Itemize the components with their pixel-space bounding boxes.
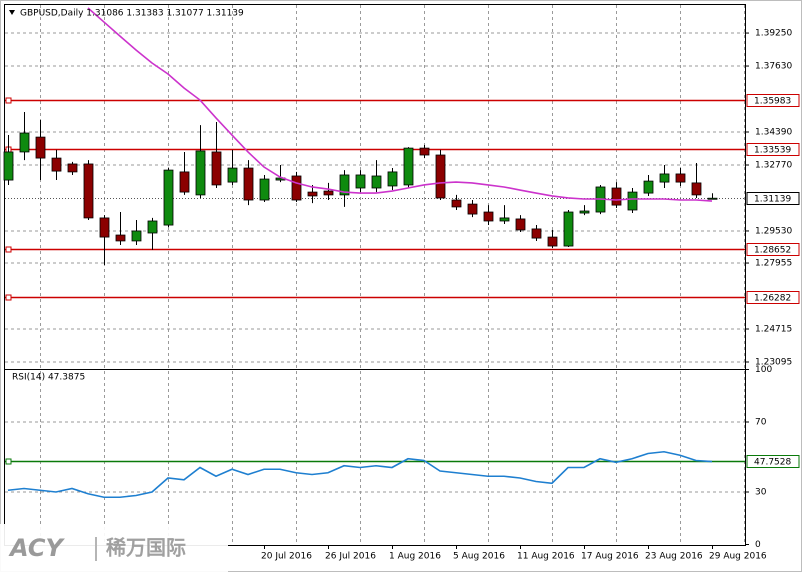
logo-brand: ACY — [8, 534, 65, 562]
candle-body — [371, 175, 382, 189]
x-tick-label: 20 Jul 2016 — [261, 552, 312, 562]
candle-body — [483, 211, 494, 222]
candle-body — [3, 151, 14, 181]
candle-body — [355, 174, 366, 189]
y-tick-label: 0 — [755, 540, 761, 550]
y-tick-label: 1.29530 — [755, 226, 792, 236]
candle-body — [291, 175, 302, 201]
candle-body — [403, 147, 414, 186]
candle-body — [659, 173, 670, 183]
candle-body — [563, 211, 574, 247]
level-label: 1.31139 — [754, 195, 791, 205]
level-label: 1.28652 — [754, 246, 791, 256]
x-tick-label: 23 Aug 2016 — [645, 552, 703, 562]
vertical-grid — [40, 5, 745, 545]
level-label: 1.26282 — [754, 294, 791, 304]
candle-body — [435, 154, 446, 199]
x-tick-label: 26 Jul 2016 — [325, 552, 376, 562]
level-label-box — [746, 94, 800, 107]
level-label-box — [746, 455, 800, 468]
candle-body — [627, 191, 638, 211]
y-tick-label: 30 — [755, 488, 767, 498]
candle-body — [99, 217, 110, 238]
candle-body — [387, 171, 398, 187]
candle-body — [451, 199, 462, 208]
y-tick-label: 1.39250 — [755, 29, 792, 39]
y-tick-label: 1.24715 — [755, 325, 792, 335]
plot-border — [4, 4, 746, 546]
rsi-title: RSI(14) 47.3875 — [12, 373, 85, 383]
y-tick-label: 1.23095 — [755, 357, 792, 367]
candle-body — [499, 217, 510, 222]
candle-body — [675, 173, 686, 183]
y-tick-label: 1.32770 — [755, 160, 792, 170]
rsi-line — [7, 450, 713, 499]
level-handle — [5, 294, 12, 301]
level-handle — [5, 458, 12, 465]
candle-body — [515, 218, 526, 231]
candle-body — [35, 136, 46, 159]
level-label: 1.35983 — [754, 97, 791, 107]
plot-area — [5, 450, 745, 499]
candle-body — [51, 157, 62, 172]
candle-body — [243, 167, 254, 201]
candle-body — [211, 151, 222, 186]
level-label: 1.33539 — [754, 146, 791, 156]
candle-body — [67, 163, 78, 173]
candle-body — [259, 178, 270, 201]
candle-body — [691, 182, 702, 196]
candle-body — [115, 234, 126, 242]
symbol-icon — [9, 10, 15, 15]
candle-body — [227, 167, 238, 183]
candle-body — [611, 187, 622, 206]
chart-title: GBPUSD,Daily 1.31086 1.31383 1.31077 1.3… — [20, 9, 244, 19]
candle-body — [643, 180, 654, 194]
x-tick-label: 17 Aug 2016 — [581, 552, 639, 562]
candle-body — [19, 132, 30, 153]
x-tick-label: 29 Aug 2016 — [709, 552, 767, 562]
candle-body — [307, 191, 318, 197]
level-label-box — [746, 243, 800, 256]
level-label-box — [746, 291, 800, 304]
moving-average — [87, 7, 713, 202]
candle-body — [163, 169, 174, 226]
level-label-box — [746, 192, 800, 205]
candle-body — [467, 203, 478, 215]
candle-body — [179, 171, 190, 193]
candle-body — [707, 197, 718, 200]
plot-area — [3, 7, 745, 301]
candle-body — [531, 228, 542, 239]
y-tick-label: 1.27955 — [755, 259, 792, 269]
y-tick-label: 70 — [755, 418, 767, 428]
y-tick-label: 100 — [755, 365, 772, 375]
candle-body — [147, 220, 158, 234]
x-tick-label: 1 Aug 2016 — [389, 552, 441, 562]
candle-body — [195, 150, 206, 196]
candle-body — [579, 210, 590, 214]
x-tick-label: 5 Aug 2016 — [453, 552, 505, 562]
candle-body — [323, 190, 334, 196]
candle-body — [83, 163, 94, 219]
logo: ACY 稀万国际 — [0, 524, 228, 572]
level-label-box — [746, 143, 800, 156]
candle-body — [419, 147, 430, 156]
logo-background — [0, 524, 228, 572]
x-tick-label: 11 Aug 2016 — [517, 552, 575, 562]
candle-body — [339, 174, 350, 196]
candle-body — [131, 230, 142, 242]
level-handle — [5, 97, 12, 104]
y-tick-label: 1.37630 — [755, 62, 792, 72]
candle-body — [547, 236, 558, 247]
level-handle — [5, 246, 12, 253]
logo-name: 稀万国际 — [106, 536, 186, 560]
y-tick-label: 1.34390 — [755, 128, 792, 138]
level-label: 47.7528 — [754, 458, 791, 468]
plot-layer: 1.39250 1.37630 1.34390 1.32770 1.29530 1.279… — [3, 5, 800, 562]
